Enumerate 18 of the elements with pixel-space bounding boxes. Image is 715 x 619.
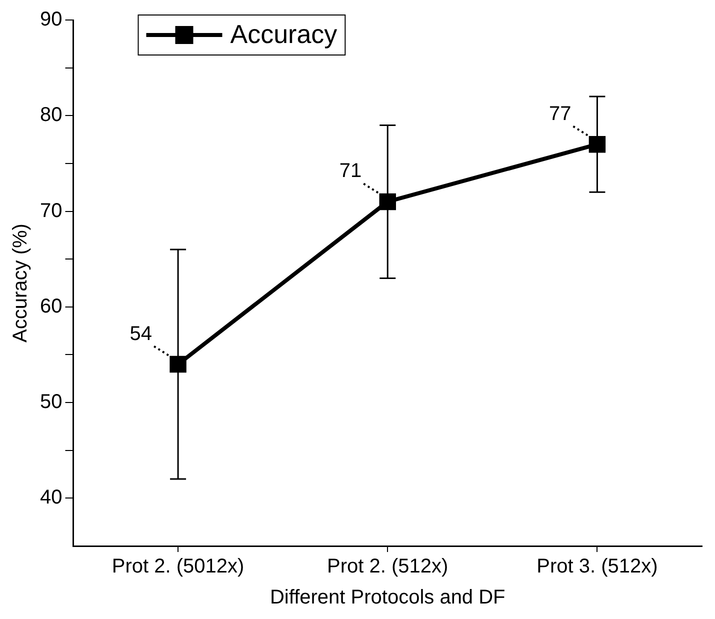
point <box>170 356 186 373</box>
y-axis-title: Accuracy (%) <box>10 224 32 342</box>
y-tick-label: 90 <box>40 8 62 31</box>
point <box>379 193 396 210</box>
data-label: 54 <box>130 322 152 345</box>
x-axis-title: Different Protocols and DF <box>270 586 506 609</box>
x-tick-label: Prot 2. (5012x) <box>112 556 244 578</box>
x-tick-label: Prot 2. (512x) <box>327 556 448 578</box>
data-label: 77 <box>548 102 572 125</box>
y-tick-label: 80 <box>40 104 62 126</box>
point <box>588 136 606 153</box>
y-tick-label: 60 <box>40 295 62 318</box>
y-tick-label: 40 <box>40 486 62 509</box>
data-label: 71 <box>339 160 362 182</box>
x-tick-label: Prot 3. (512x) <box>536 556 658 578</box>
y-tick-label: 50 <box>40 391 62 414</box>
legend-label: Accuracy <box>230 19 338 50</box>
y-tick-label: 70 <box>40 200 62 222</box>
